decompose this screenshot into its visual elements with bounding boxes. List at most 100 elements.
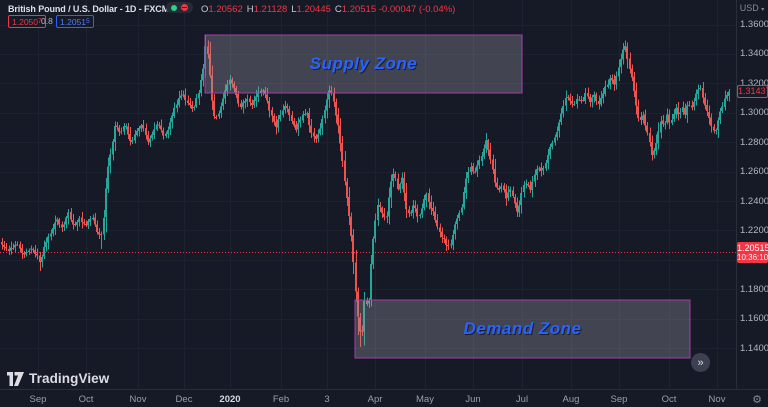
candle-body — [171, 115, 173, 123]
candle-body — [123, 125, 125, 132]
candle-body — [313, 132, 315, 137]
candle-body — [372, 239, 374, 265]
time-tick-label: Jul — [515, 394, 529, 405]
candle-body — [549, 147, 551, 156]
candle-body — [421, 208, 423, 215]
candle-body — [209, 53, 211, 76]
candle-body — [5, 246, 7, 249]
candle-body — [10, 247, 12, 251]
time-tick-label: Sep — [610, 394, 628, 405]
watermark-text: TradingView — [29, 371, 110, 386]
time-axis[interactable]: ⚙ Sep Oct Nov Dec 2020 Feb 3 Apr May Jun Jul Aug Sep… — [0, 389, 768, 407]
candlestick-chart[interactable] — [0, 0, 736, 389]
candle-body — [593, 94, 595, 97]
candle-wick — [672, 114, 673, 125]
candle-body — [660, 121, 662, 133]
bar-countdown: 10:36:10 — [737, 252, 768, 262]
candle-wick — [574, 101, 575, 107]
market-status-pill[interactable] — [166, 2, 193, 13]
high-label: H — [246, 4, 254, 15]
candle-wick — [263, 89, 264, 96]
candle-body — [370, 263, 372, 301]
candle-body — [279, 115, 281, 120]
candle-body — [651, 141, 653, 155]
candle-wick — [579, 96, 580, 102]
candle-body — [505, 189, 507, 199]
candle-wick — [121, 127, 122, 135]
candle-body — [328, 90, 330, 100]
demand-zone-label[interactable]: Demand Zone — [463, 319, 582, 339]
demand-zone-rect[interactable] — [354, 299, 691, 359]
candle-body — [704, 97, 706, 106]
sell-bid-button[interactable]: 1.20507 — [8, 15, 46, 28]
candle-body — [452, 234, 454, 245]
candle-body — [211, 75, 213, 101]
candle-body — [450, 244, 452, 246]
candle-body — [675, 108, 677, 115]
candle-body — [355, 262, 357, 292]
change-value: -0.00047 (-0.04%) — [378, 4, 456, 15]
candle-body — [138, 128, 140, 132]
candle-body — [443, 237, 445, 239]
candle-wick — [448, 239, 449, 250]
candle-body — [54, 222, 56, 229]
candle-body — [624, 46, 626, 51]
candle-body — [16, 244, 18, 246]
candle-body — [487, 140, 489, 150]
candle-body — [447, 244, 449, 246]
candle-body — [620, 59, 622, 67]
candle-body — [388, 197, 390, 217]
candle-body — [184, 94, 186, 101]
close-label: C — [334, 4, 342, 15]
candle-body — [346, 181, 348, 198]
candle-wick — [608, 79, 609, 89]
candle-body — [472, 166, 474, 172]
candle-body — [481, 155, 483, 161]
candle-body — [249, 98, 251, 102]
buy-ask-button[interactable]: 1.20515 — [56, 15, 94, 28]
candle-body — [392, 174, 394, 182]
scroll-to-right-button[interactable]: » — [691, 353, 710, 372]
candle-body — [607, 84, 609, 87]
candle-body — [410, 212, 412, 214]
supply-zone-label[interactable]: Supply Zone — [309, 54, 418, 74]
candle-body — [461, 207, 463, 213]
time-tick-label: Dec — [175, 394, 193, 405]
candle-body — [169, 122, 171, 130]
candle-body — [381, 207, 383, 213]
candle-body — [304, 114, 306, 116]
candle-body — [96, 224, 98, 233]
currency-selector[interactable]: USD ▾ — [739, 3, 765, 13]
candle-body — [114, 125, 116, 142]
candle-body — [478, 160, 480, 166]
price-axis[interactable]: USD ▾ 1.31437 1.20515 10:36:10 1.36000 1.… — [736, 0, 768, 389]
candle-wick — [77, 219, 78, 232]
current-price-value: 1.20515 — [737, 242, 768, 253]
candle-body — [103, 217, 105, 235]
candle-wick — [689, 101, 690, 107]
candle-body — [374, 220, 376, 239]
candle-body — [509, 189, 511, 193]
candle-wick — [101, 231, 102, 249]
candle-body — [467, 172, 469, 178]
tradingview-logo[interactable]: TradingView — [7, 370, 109, 387]
candle-body — [686, 105, 688, 116]
candle-body — [673, 113, 675, 120]
candle-body — [335, 102, 337, 116]
supply-zone-rect[interactable] — [204, 34, 523, 94]
open-label: O — [201, 4, 209, 15]
candle-body — [226, 84, 228, 92]
candle-body — [520, 193, 522, 205]
time-tick-label: May — [416, 394, 434, 405]
candle-body — [295, 124, 297, 130]
gear-icon[interactable]: ⚙ — [752, 394, 762, 406]
candle-body — [556, 132, 558, 138]
symbol-title[interactable]: British Pound / U.S. Dollar - 1D - FXCM — [8, 4, 170, 14]
candle-body — [710, 117, 712, 126]
candle-body — [34, 250, 36, 255]
notifications-muted-icon — [181, 4, 188, 11]
candle-body — [503, 185, 505, 190]
candle-body — [540, 167, 542, 172]
candle-body — [485, 140, 487, 149]
candle-body — [695, 93, 697, 102]
